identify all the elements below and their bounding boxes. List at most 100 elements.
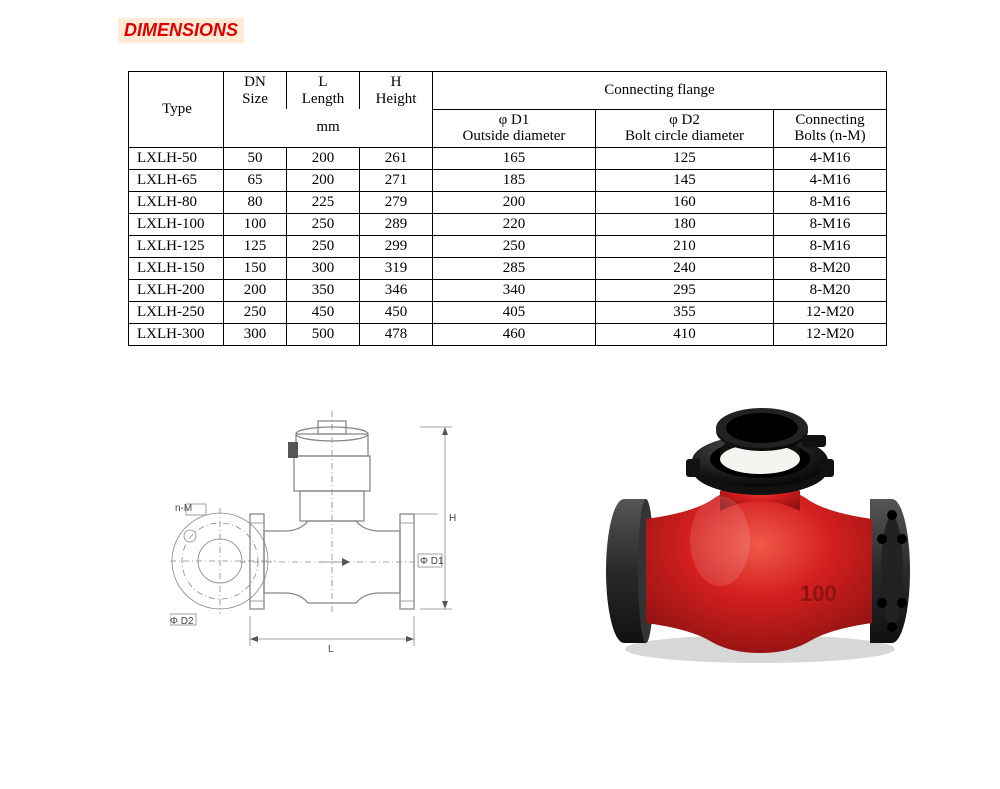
cell-dn: 50	[224, 147, 287, 169]
cell-d1: 200	[433, 191, 596, 213]
hdr-type: Type	[129, 72, 224, 148]
hdr-dn-top: DN	[244, 74, 266, 90]
cell-l: 300	[287, 257, 360, 279]
photo-marking: 100	[800, 581, 837, 606]
cell-bolt: 4-M16	[774, 147, 887, 169]
cell-d1: 460	[433, 323, 596, 345]
table-row: LXLH-2002003503463402958-M20	[129, 279, 887, 301]
cell-l: 350	[287, 279, 360, 301]
hdr-d2: φ D2Bolt circle diameter	[596, 109, 774, 147]
cell-d2: 125	[596, 147, 774, 169]
cell-d1: 250	[433, 235, 596, 257]
cell-dn: 125	[224, 235, 287, 257]
cell-d2: 240	[596, 257, 774, 279]
table-row: LXLH-1501503003192852408-M20	[129, 257, 887, 279]
hdr-dn-bot: Size	[242, 91, 268, 107]
cell-h: 261	[360, 147, 433, 169]
cell-dn: 65	[224, 169, 287, 191]
cell-bolt: 8-M20	[774, 257, 887, 279]
cell-bolt: 8-M16	[774, 191, 887, 213]
hdr-d1-bot: Outside diameter	[463, 128, 566, 144]
cell-l: 500	[287, 323, 360, 345]
hdr-mm: mm	[224, 109, 433, 147]
cell-dn: 80	[224, 191, 287, 213]
cell-d2: 410	[596, 323, 774, 345]
cell-l: 225	[287, 191, 360, 213]
cell-d1: 165	[433, 147, 596, 169]
cell-h: 279	[360, 191, 433, 213]
cell-h: 346	[360, 279, 433, 301]
cell-l: 250	[287, 213, 360, 235]
hdr-bolt-bot: Bolts (n-M)	[794, 128, 865, 144]
cell-type: LXLH-300	[129, 323, 224, 345]
hdr-bolt: ConnectingBolts (n-M)	[774, 109, 887, 147]
cell-d1: 220	[433, 213, 596, 235]
cell-h: 299	[360, 235, 433, 257]
cell-type: LXLH-100	[129, 213, 224, 235]
hdr-d1-top: φ D1	[499, 112, 530, 128]
label-l: L	[328, 644, 334, 655]
table-row: LXLH-50502002611651254-M16	[129, 147, 887, 169]
cell-d1: 405	[433, 301, 596, 323]
cell-h: 289	[360, 213, 433, 235]
cell-l: 200	[287, 147, 360, 169]
label-h: H	[449, 513, 456, 524]
hdr-l: LLength	[287, 72, 360, 110]
cell-l: 200	[287, 169, 360, 191]
cell-h: 478	[360, 323, 433, 345]
cell-bolt: 4-M16	[774, 169, 887, 191]
hdr-d2-bot: Bolt circle diameter	[625, 128, 744, 144]
technical-drawing: n-M Φ D2 H	[170, 396, 480, 666]
hdr-d1: φ D1Outside diameter	[433, 109, 596, 147]
table-row: LXLH-1251252502992502108-M16	[129, 235, 887, 257]
cell-d2: 210	[596, 235, 774, 257]
cell-bolt: 8-M16	[774, 235, 887, 257]
cell-l: 250	[287, 235, 360, 257]
hdr-h: HHeight	[360, 72, 433, 110]
cell-d2: 180	[596, 213, 774, 235]
cell-h: 271	[360, 169, 433, 191]
hdr-h-bot: Height	[376, 91, 417, 107]
cell-h: 319	[360, 257, 433, 279]
hdr-d2-top: φ D2	[669, 112, 700, 128]
cell-bolt: 8-M20	[774, 279, 887, 301]
product-photo: 100	[590, 391, 930, 671]
cell-type: LXLH-80	[129, 191, 224, 213]
cell-d2: 145	[596, 169, 774, 191]
cell-bolt: 12-M20	[774, 323, 887, 345]
cell-type: LXLH-125	[129, 235, 224, 257]
dimensions-table: Type DNSize LLength HHeight Connecting f…	[128, 71, 887, 346]
cell-d2: 355	[596, 301, 774, 323]
cell-dn: 150	[224, 257, 287, 279]
cell-d1: 285	[433, 257, 596, 279]
table-row: LXLH-1001002502892201808-M16	[129, 213, 887, 235]
cell-type: LXLH-65	[129, 169, 224, 191]
cell-type: LXLH-50	[129, 147, 224, 169]
label-nm: n-M	[175, 503, 192, 514]
cell-dn: 250	[224, 301, 287, 323]
hdr-h-top: H	[391, 74, 402, 90]
table-row: LXLH-25025045045040535512-M20	[129, 301, 887, 323]
hdr-bolt-top: Connecting	[795, 112, 864, 128]
hdr-dn: DNSize	[224, 72, 287, 110]
cell-l: 450	[287, 301, 360, 323]
hdr-l-bot: Length	[302, 91, 345, 107]
cell-dn: 300	[224, 323, 287, 345]
cell-dn: 200	[224, 279, 287, 301]
table-row: LXLH-30030050047846041012-M20	[129, 323, 887, 345]
table-row: LXLH-80802252792001608-M16	[129, 191, 887, 213]
cell-dn: 100	[224, 213, 287, 235]
cell-h: 450	[360, 301, 433, 323]
cell-bolt: 12-M20	[774, 301, 887, 323]
cell-type: LXLH-200	[129, 279, 224, 301]
section-title: DIMENSIONS	[118, 18, 244, 43]
cell-d2: 295	[596, 279, 774, 301]
cell-bolt: 8-M16	[774, 213, 887, 235]
cell-d1: 185	[433, 169, 596, 191]
dimensions-table-container: Type DNSize LLength HHeight Connecting f…	[128, 71, 1000, 346]
cell-type: LXLH-150	[129, 257, 224, 279]
hdr-l-top: L	[318, 74, 327, 90]
cell-type: LXLH-250	[129, 301, 224, 323]
label-d1: Φ D1	[420, 556, 444, 567]
cell-d2: 160	[596, 191, 774, 213]
